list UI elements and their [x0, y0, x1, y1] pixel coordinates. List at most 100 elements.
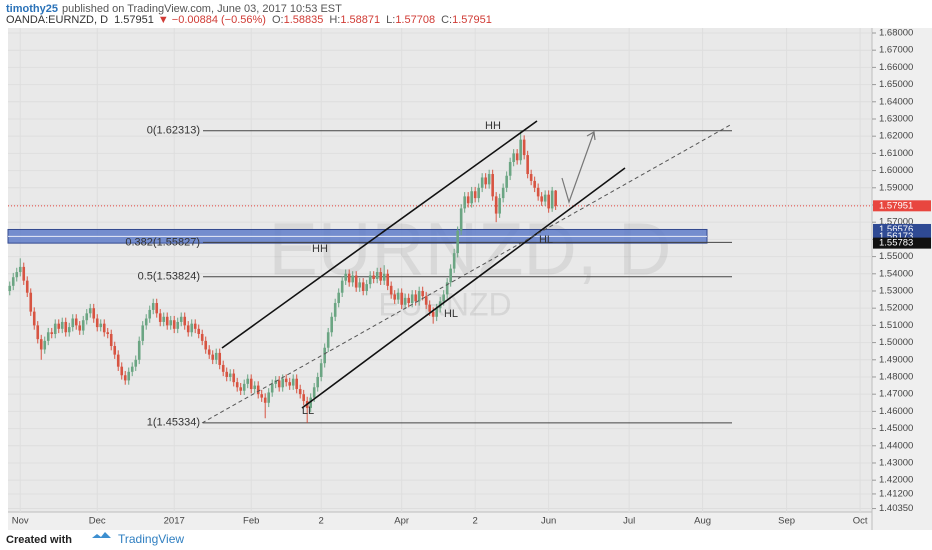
candle-body — [452, 253, 456, 269]
y-tick-label: 1.54000 — [879, 268, 913, 279]
candle-body — [550, 190, 554, 209]
candle-body — [18, 266, 22, 273]
candle-body — [466, 196, 470, 204]
candle-body — [368, 275, 372, 285]
candle-body — [484, 177, 487, 185]
candle-body — [361, 282, 365, 291]
candle-body — [431, 311, 435, 317]
candle-body — [60, 321, 64, 329]
candle-body — [214, 352, 218, 360]
candle-body — [540, 196, 543, 202]
price-tag-label: 1.57951 — [879, 200, 913, 211]
candle-body — [494, 196, 498, 214]
price-change: ▼ −0.00884 (−0.56%) — [158, 14, 266, 26]
y-tick-label: 1.68000 — [879, 28, 913, 39]
candle-body — [218, 352, 222, 365]
candle-body — [127, 371, 131, 381]
y-tick-label: 1.65000 — [879, 79, 913, 90]
study-layer: 0(1.62313) 0.382(1.55827) 0.5(1.53824) 1(1.… — [7, 125, 872, 429]
price-tag-label: 1.56576 — [879, 224, 913, 235]
candle-body — [249, 378, 253, 390]
candle-body — [158, 313, 162, 322]
y-tick-label: 1.48000 — [879, 371, 913, 382]
time-axis-background — [8, 512, 872, 530]
price-tag — [873, 237, 931, 249]
tradingview-logo[interactable] — [92, 532, 111, 538]
candle-body — [242, 383, 246, 391]
trend-dashed — [201, 123, 733, 424]
candle-body — [379, 272, 382, 281]
x-tick-label: Oct — [853, 516, 868, 527]
candle-body — [515, 153, 519, 161]
annotation: HH — [485, 120, 501, 132]
y-tick-label: 1.51000 — [879, 320, 913, 331]
candle-body — [176, 321, 180, 329]
y-tick-label: 1.41200 — [879, 488, 913, 499]
x-tick-label: Apr — [394, 516, 409, 527]
candle-body — [347, 273, 351, 283]
candle-body — [389, 285, 393, 295]
candle-body — [302, 394, 305, 402]
candle-body — [424, 296, 428, 305]
candle-body — [225, 371, 229, 377]
y-tick-label: 1.47000 — [879, 389, 913, 400]
x-tick-label: Dec — [89, 516, 106, 527]
candle-body — [480, 177, 484, 188]
candle-body — [536, 187, 540, 197]
candle-body — [197, 328, 201, 334]
candle-body — [81, 320, 85, 331]
symbol-legend: OANDA:EURNZD, D 1.57951 ▼ −0.00884 (−0.56%… — [6, 14, 492, 26]
candle-body — [428, 304, 431, 312]
candle-body — [407, 297, 410, 304]
watermark: EURNZD, D — [269, 208, 672, 291]
candle-body — [463, 196, 466, 209]
ohlc-key: L: — [386, 14, 395, 26]
y-tick-label: 1.67000 — [879, 45, 913, 56]
y-tick-label: 1.46000 — [879, 406, 913, 417]
y-tick-label: 1.52000 — [879, 303, 913, 314]
candle-body — [169, 320, 173, 326]
y-tick-label: 1.45000 — [879, 423, 913, 434]
candles — [8, 130, 557, 423]
candle-body — [470, 191, 473, 204]
candle-body — [165, 316, 169, 326]
candle-body — [491, 174, 494, 197]
y-tick-label: 1.42000 — [879, 475, 913, 486]
candle-body — [365, 284, 368, 291]
candle-body — [267, 392, 271, 403]
candle-body — [410, 294, 414, 304]
candle-body — [295, 378, 298, 390]
y-tick-label: 1.61000 — [879, 148, 913, 159]
y-tick-label: 1.59000 — [879, 182, 913, 193]
author[interactable]: timothy25 — [6, 3, 58, 15]
candle-body — [456, 230, 459, 254]
ohlc-value: 1.58835 — [284, 14, 324, 26]
candle-body — [120, 366, 124, 376]
x-tick-label: 2 — [473, 516, 478, 527]
candle-body — [274, 380, 278, 384]
candle-body — [312, 387, 316, 398]
candle-body — [270, 383, 274, 393]
candle-body — [277, 380, 281, 388]
candle-body — [487, 174, 491, 185]
x-tick-label: Nov — [12, 516, 29, 527]
candle-body — [414, 294, 417, 302]
channel-upper — [221, 120, 538, 349]
candle-body — [141, 325, 145, 341]
candle-body — [326, 332, 330, 348]
candle-body — [8, 285, 12, 291]
candle-body — [393, 294, 396, 300]
candle-body — [354, 275, 358, 288]
x-tick-label: 2017 — [164, 516, 185, 527]
y-tick-label: 1.43000 — [879, 457, 913, 468]
candle-body — [253, 385, 257, 390]
footer-brand[interactable]: TradingView — [118, 532, 184, 546]
candle-body — [102, 323, 106, 333]
candle-body — [186, 325, 190, 333]
price-tag — [873, 200, 931, 212]
y-tick-label: 1.50000 — [879, 337, 913, 348]
candle-body — [333, 303, 337, 317]
x-tick-label: Jun — [541, 516, 556, 527]
candle-body — [358, 282, 361, 288]
candle-body — [200, 333, 204, 341]
